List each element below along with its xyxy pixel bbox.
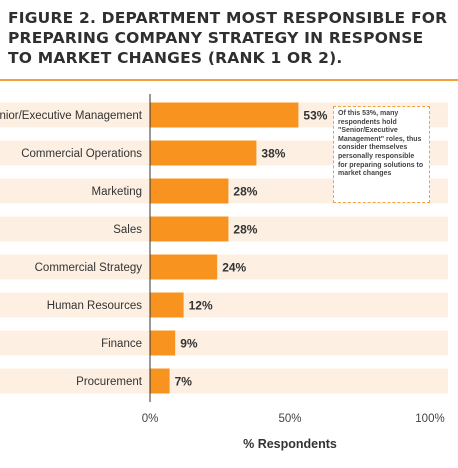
row-band [0, 368, 448, 394]
category-label: Procurement [76, 376, 143, 388]
chart-title: FIGURE 2. DEPARTMENT MOST RESPONSIBLE FO… [8, 9, 448, 67]
row-band [0, 330, 448, 356]
value-label: 28% [233, 185, 257, 199]
category-labels: Senior/Executive Management Commercial Op… [0, 110, 143, 388]
category-label: Finance [101, 338, 142, 350]
annotation-callout: Of this 53%, many respondents hold "Seni… [333, 106, 430, 203]
title-divider [0, 79, 458, 81]
category-label: Commercial Strategy [35, 262, 143, 274]
bar [150, 330, 176, 356]
value-label: 7% [175, 375, 193, 389]
bars [150, 102, 299, 394]
bar [150, 254, 218, 280]
category-label: Human Resources [47, 300, 142, 312]
value-label: 38% [261, 147, 285, 161]
bar [150, 102, 299, 128]
row-band [0, 254, 448, 280]
value-label: 28% [233, 223, 257, 237]
category-label: Commercial Operations [21, 148, 142, 160]
bar [150, 292, 184, 318]
x-tick-labels: 0% 50% 100% [142, 413, 445, 425]
x-tick-label: 0% [142, 413, 159, 425]
x-tick-label: 100% [415, 413, 444, 425]
value-label: 9% [180, 337, 198, 351]
value-label: 53% [303, 109, 327, 123]
x-tick-label: 50% [278, 413, 301, 425]
value-label: 12% [189, 299, 213, 313]
category-label: Marketing [92, 186, 143, 198]
bar [150, 216, 229, 242]
value-label: 24% [222, 261, 246, 275]
category-label: Senior/Executive Management [0, 110, 143, 122]
bar [150, 178, 229, 204]
row-band [0, 292, 448, 318]
bar [150, 140, 257, 166]
value-labels: 53% 38% 28% 28% 24% 12% 9% 7% [175, 109, 328, 389]
category-label: Sales [113, 224, 142, 236]
bar [150, 368, 170, 394]
x-axis-label: % Respondents [243, 437, 337, 451]
